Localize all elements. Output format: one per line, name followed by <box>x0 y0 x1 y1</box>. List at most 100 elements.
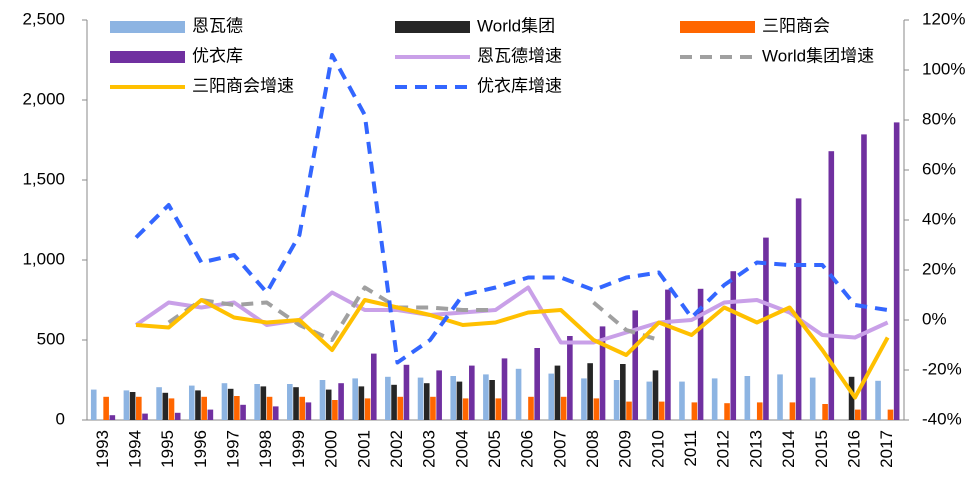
x-tick-label: 2006 <box>518 430 537 468</box>
bar <box>613 380 620 420</box>
x-tick-label: 1997 <box>224 430 243 468</box>
bar <box>462 398 469 420</box>
bar <box>777 374 783 420</box>
bar <box>730 271 737 420</box>
bar <box>293 387 299 420</box>
bar <box>593 398 600 420</box>
bar <box>103 396 109 420</box>
bar <box>763 237 769 420</box>
bar <box>299 396 306 420</box>
bar <box>679 381 685 420</box>
bar <box>266 396 273 420</box>
bar <box>534 348 540 420</box>
legend-label: 优衣库 <box>192 46 243 65</box>
x-tick-label: 2009 <box>616 430 635 468</box>
bar <box>319 380 326 420</box>
bar <box>207 409 214 420</box>
x-tick-label: 2017 <box>877 430 896 468</box>
bar <box>822 404 828 420</box>
bar <box>691 402 698 420</box>
x-tick-label: 2005 <box>485 430 504 468</box>
legend-swatch <box>395 21 470 33</box>
bar <box>495 398 502 420</box>
bar <box>646 381 653 420</box>
bar <box>305 402 312 420</box>
bar <box>848 376 855 420</box>
bar <box>567 336 573 420</box>
bar <box>352 378 358 420</box>
x-tick-label: 2011 <box>681 430 700 467</box>
legend-label: 恩瓦德增速 <box>477 46 562 65</box>
bar <box>560 396 567 420</box>
bar <box>397 396 404 420</box>
bar <box>227 388 234 420</box>
y-tick-label: 2,500 <box>22 9 65 28</box>
x-tick-label: 2004 <box>452 430 471 468</box>
legend-label: 三阳商会增速 <box>192 76 294 95</box>
bar <box>195 390 201 420</box>
bar <box>325 389 332 420</box>
legend-swatch <box>680 21 755 33</box>
bar <box>756 402 763 420</box>
y2-tick-label: 120% <box>922 9 965 28</box>
bar <box>260 386 267 420</box>
y2-tick-label: 40% <box>922 209 956 228</box>
bar <box>129 392 136 420</box>
bar <box>391 384 397 420</box>
x-tick-label: 2016 <box>844 430 863 468</box>
bar <box>744 376 751 420</box>
bar <box>887 409 894 420</box>
x-tick-label: 2001 <box>354 430 373 468</box>
y-tick-label: 500 <box>37 329 65 348</box>
bar <box>423 383 430 420</box>
y2-tick-label: 80% <box>922 109 956 128</box>
bar <box>385 376 391 420</box>
line-series <box>135 298 890 400</box>
bar <box>287 384 293 420</box>
bar <box>136 396 142 420</box>
bar <box>828 151 835 420</box>
bar <box>162 392 169 420</box>
bar <box>554 365 561 420</box>
bar <box>221 383 228 420</box>
bar <box>697 288 704 420</box>
y2-tick-label: 20% <box>922 259 956 278</box>
bar <box>861 134 867 420</box>
bar <box>90 389 97 420</box>
bar <box>599 326 606 420</box>
line-series <box>134 53 888 365</box>
legend-label: 恩瓦德 <box>192 16 243 35</box>
bar <box>436 370 442 420</box>
bar <box>489 380 495 420</box>
bar <box>254 384 260 420</box>
bar <box>272 406 279 420</box>
y2-tick-label: 60% <box>922 159 956 178</box>
bar <box>201 396 207 420</box>
bar <box>626 401 632 420</box>
bar <box>370 353 377 420</box>
y-tick-label: 2,000 <box>22 89 65 108</box>
bar <box>515 368 522 420</box>
bar <box>854 409 861 420</box>
x-tick-label: 2002 <box>387 430 406 468</box>
x-tick-label: 2000 <box>322 430 341 468</box>
bar <box>483 374 489 420</box>
bar <box>528 396 534 420</box>
x-tick-label: 2015 <box>812 430 831 468</box>
bar <box>548 373 555 420</box>
x-tick-label: 1999 <box>289 430 308 468</box>
bar <box>501 358 508 420</box>
x-tick-label: 1998 <box>256 430 275 468</box>
x-tick-label: 2014 <box>779 430 798 468</box>
bar <box>652 370 659 420</box>
x-tick-label: 1995 <box>158 430 177 468</box>
x-tick-label: 2012 <box>714 430 733 468</box>
legend-label: 三阳商会 <box>762 16 830 35</box>
y2-tick-label: -40% <box>922 409 962 428</box>
bar <box>168 398 175 420</box>
bar <box>338 383 344 420</box>
legend-swatch <box>110 21 185 33</box>
bar <box>469 365 475 420</box>
y-tick-label: 0 <box>56 409 65 428</box>
bar <box>188 385 195 420</box>
